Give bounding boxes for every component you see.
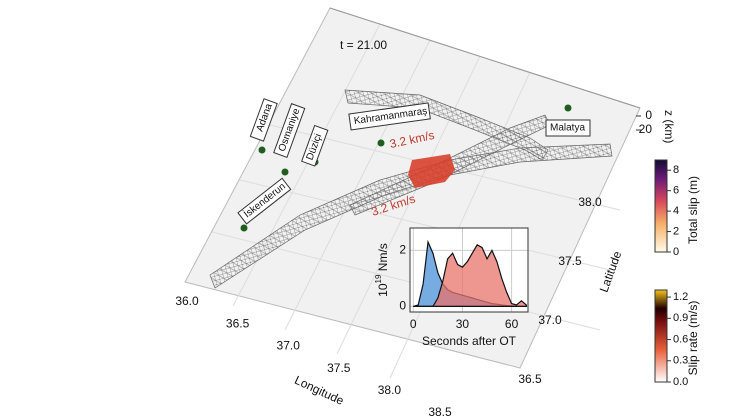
- z-tick-label: 0: [645, 108, 652, 122]
- colorbar: [654, 289, 668, 383]
- x-tick-label: 60: [505, 317, 519, 331]
- city-label: Malatya: [550, 123, 585, 134]
- axis-label: Longitude: [292, 373, 346, 408]
- inset-border: [409, 227, 529, 313]
- x-tick-label: 0: [410, 317, 417, 331]
- floor-grid: [211, 23, 621, 379]
- colorbar-tick-label: 2: [673, 225, 679, 237]
- y-tick-label: 0: [399, 299, 406, 313]
- latitude-tick-label: 38.0: [578, 195, 602, 209]
- axis-label: Latitude: [597, 249, 625, 294]
- inset-y-label: 1019 Nm/s: [374, 243, 390, 297]
- colorbar-tick-label: 6: [673, 185, 679, 197]
- longitude-tick-label: 37.5: [327, 361, 351, 375]
- colorbar-tick-label: 0.0: [673, 376, 688, 388]
- inset-x-label: Seconds after OT: [422, 334, 517, 348]
- colorbar-label: Slip rate (m/s): [686, 301, 700, 376]
- z-tick-label: 20: [639, 122, 653, 136]
- colorbar-tick-label: 1.2: [673, 291, 688, 303]
- y-tick-label: 2: [399, 243, 406, 257]
- area: [413, 243, 527, 307]
- longitude-tick-label: 37.0: [277, 339, 301, 353]
- axis-label: z (km): [662, 110, 676, 143]
- latitude-tick-label: 37.0: [538, 313, 562, 327]
- colorbar-tick-label: 0.6: [673, 333, 688, 345]
- latitude-tick-label: 37.5: [558, 254, 582, 268]
- longitude-tick-label: 38.0: [378, 383, 402, 397]
- longitude-tick-label: 36.5: [226, 316, 250, 330]
- x-tick-label: 30: [456, 317, 470, 331]
- slip-patch: [408, 154, 455, 188]
- colorbar: [654, 159, 668, 253]
- latitude-tick-label: 36.5: [518, 372, 542, 386]
- box-edge: [329, 7, 641, 109]
- longitude-tick-label: 36.0: [175, 294, 199, 308]
- colorbar-label: Total slip (m): [686, 176, 700, 244]
- colorbar-tick-label: 0: [673, 246, 679, 258]
- colorbar-tick-label: 0.3: [673, 355, 688, 367]
- colorbar-tick-label: 4: [673, 205, 679, 217]
- longitude-tick-label: 38.5: [428, 405, 452, 419]
- fault-north: [344, 89, 549, 161]
- colorbar-tick-label: 0.9: [673, 312, 688, 324]
- colorbar-tick-label: 8: [673, 164, 679, 176]
- time-label: t = 21.00: [340, 38, 387, 52]
